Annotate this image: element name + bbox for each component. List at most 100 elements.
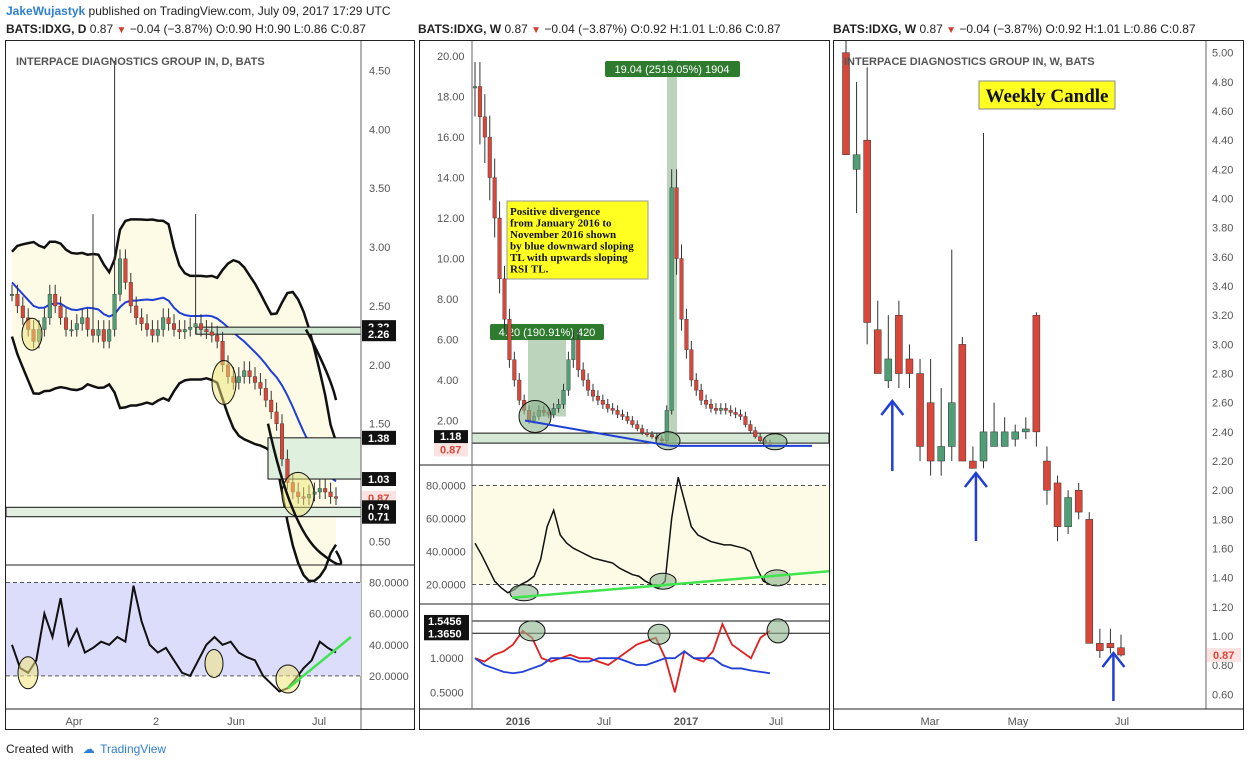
price-labels: 2.322.261.381.030.870.790.71 — [362, 320, 396, 524]
candle-body — [586, 379, 591, 391]
candle-body — [15, 293, 20, 307]
candle-body — [733, 412, 738, 415]
weekly-candle-svg[interactable]: INTERPACE DIAGNOSTICS GROUP IN, W, BATS … — [834, 41, 1243, 729]
price-tick: 2.60 — [1212, 398, 1233, 410]
time-tick: Jul — [597, 716, 611, 728]
candle-body — [473, 86, 478, 89]
candle-body — [1053, 482, 1062, 527]
candle-body — [274, 411, 279, 424]
measure-label: 4.20 (190.91%) 420 — [499, 327, 596, 339]
rsi-pane: 80.0000 60.0000 40.0000 20.0000 — [426, 477, 830, 602]
price-tick: 0.60 — [1212, 689, 1233, 701]
candle-body — [645, 432, 650, 435]
up-arrow-icon — [963, 470, 988, 488]
tradingview-brand-link[interactable]: TradingView — [100, 742, 167, 756]
candle-body — [517, 379, 522, 401]
price-label-box — [362, 472, 396, 487]
ticker: BATS:IDXG, W — [418, 22, 502, 36]
candle-body — [1043, 460, 1051, 491]
candle-body — [948, 402, 956, 447]
last-price: 0.87 — [504, 22, 528, 36]
candle-body — [1096, 643, 1104, 651]
candle-body — [684, 319, 689, 350]
candle-body — [177, 329, 182, 333]
rsi-tick: 40.0000 — [426, 547, 466, 559]
candle-body — [198, 323, 203, 330]
time-axis: 2016 Jul 2017 Jul — [506, 716, 783, 728]
price-label: 0.71 — [368, 512, 389, 524]
candle-body — [47, 293, 52, 318]
candle-body — [694, 379, 699, 391]
price-tick: 1.80 — [1212, 514, 1233, 526]
author-name[interactable]: JakeWujastyk — [6, 4, 86, 18]
candle-body — [166, 317, 171, 324]
price-tick: 4.00 — [369, 124, 390, 136]
created-with-label: Created with — [6, 742, 74, 756]
candle-body — [269, 399, 274, 413]
weekly-indicators-panel[interactable]: 19.04 (2519.05%) 1904 4.20 (190.91%) 420 … — [419, 40, 830, 730]
price-tick: 3.20 — [1212, 310, 1233, 322]
candle-body — [507, 319, 512, 360]
bollinger-upper — [11, 218, 338, 442]
price-tick: 3.60 — [1212, 252, 1233, 264]
daily-chart-svg[interactable]: 4.504.003.503.002.502.001.500.50 2.322.2… — [5, 41, 414, 729]
publish-header: JakeWujastyk published on TradingView.co… — [6, 4, 390, 18]
candle-body — [74, 323, 79, 330]
sma-line — [11, 281, 337, 483]
candle-body — [512, 359, 517, 381]
candle-body — [42, 317, 47, 330]
price-tick: 20.00 — [437, 51, 465, 63]
price-tick: 16.00 — [437, 132, 465, 144]
candle-body — [236, 376, 241, 383]
candle-body — [640, 428, 645, 433]
candle-body — [134, 305, 139, 318]
candle-body — [487, 136, 492, 178]
candle-body — [117, 258, 122, 295]
divergence-note-line: November 2016 shown — [510, 229, 616, 241]
price-tick: 10.00 — [437, 254, 465, 266]
tradingview-logo-icon[interactable]: ☁ — [82, 742, 95, 756]
candle-body — [615, 410, 620, 415]
price-tick: 0.80 — [1212, 660, 1233, 672]
daily-chart-panel[interactable]: 4.504.003.503.002.502.001.500.50 2.322.2… — [5, 40, 415, 730]
publish-info: published on TradingView.com, July 09, 2… — [88, 4, 391, 18]
candle-body — [171, 323, 176, 330]
time-tick: 2017 — [674, 716, 698, 728]
price-tick: 2.00 — [369, 360, 390, 372]
price-tick: 2.20 — [1212, 456, 1233, 468]
weekly-candle-panel[interactable]: INTERPACE DIAGNOSTICS GROUP IN, W, BATS … — [833, 40, 1244, 730]
divergence-note-line: TL with upwards sloping — [510, 252, 628, 264]
oscillator-label-box — [424, 627, 469, 641]
bollinger-upper-tail — [304, 328, 338, 401]
candle-body — [204, 329, 209, 333]
candle-body — [144, 323, 149, 330]
candle-body — [280, 423, 285, 460]
rsi-tick: 60.0000 — [369, 609, 409, 621]
candle-body — [9, 293, 14, 296]
highlight-circle — [518, 620, 546, 642]
candle-body — [323, 488, 328, 493]
candle-body — [884, 358, 893, 382]
candle-body — [1117, 647, 1125, 656]
down-arrow-icon: ▼ — [531, 25, 542, 36]
rsi-line — [474, 477, 771, 594]
candle-body — [748, 424, 753, 431]
candle-body — [107, 329, 112, 342]
candle-body — [215, 335, 220, 342]
candle-body — [610, 408, 615, 411]
ohlc: O:0.92 H:1.01 L:0.86 C:0.87 — [1045, 22, 1196, 36]
candle-body — [128, 282, 133, 307]
price-tick: 2.00 — [1212, 485, 1233, 497]
candle-body — [926, 402, 935, 462]
divergence-note-line: from January 2016 to — [510, 218, 612, 230]
rsi-tick: 20.0000 — [369, 671, 409, 683]
price-tick: 5.00 — [1212, 48, 1233, 60]
oscillator-line — [474, 650, 771, 675]
candle-body — [743, 416, 748, 425]
rsi-band — [6, 582, 361, 676]
candle-body — [937, 446, 945, 462]
candle-body — [263, 388, 268, 401]
price-tick: 3.50 — [369, 183, 390, 195]
